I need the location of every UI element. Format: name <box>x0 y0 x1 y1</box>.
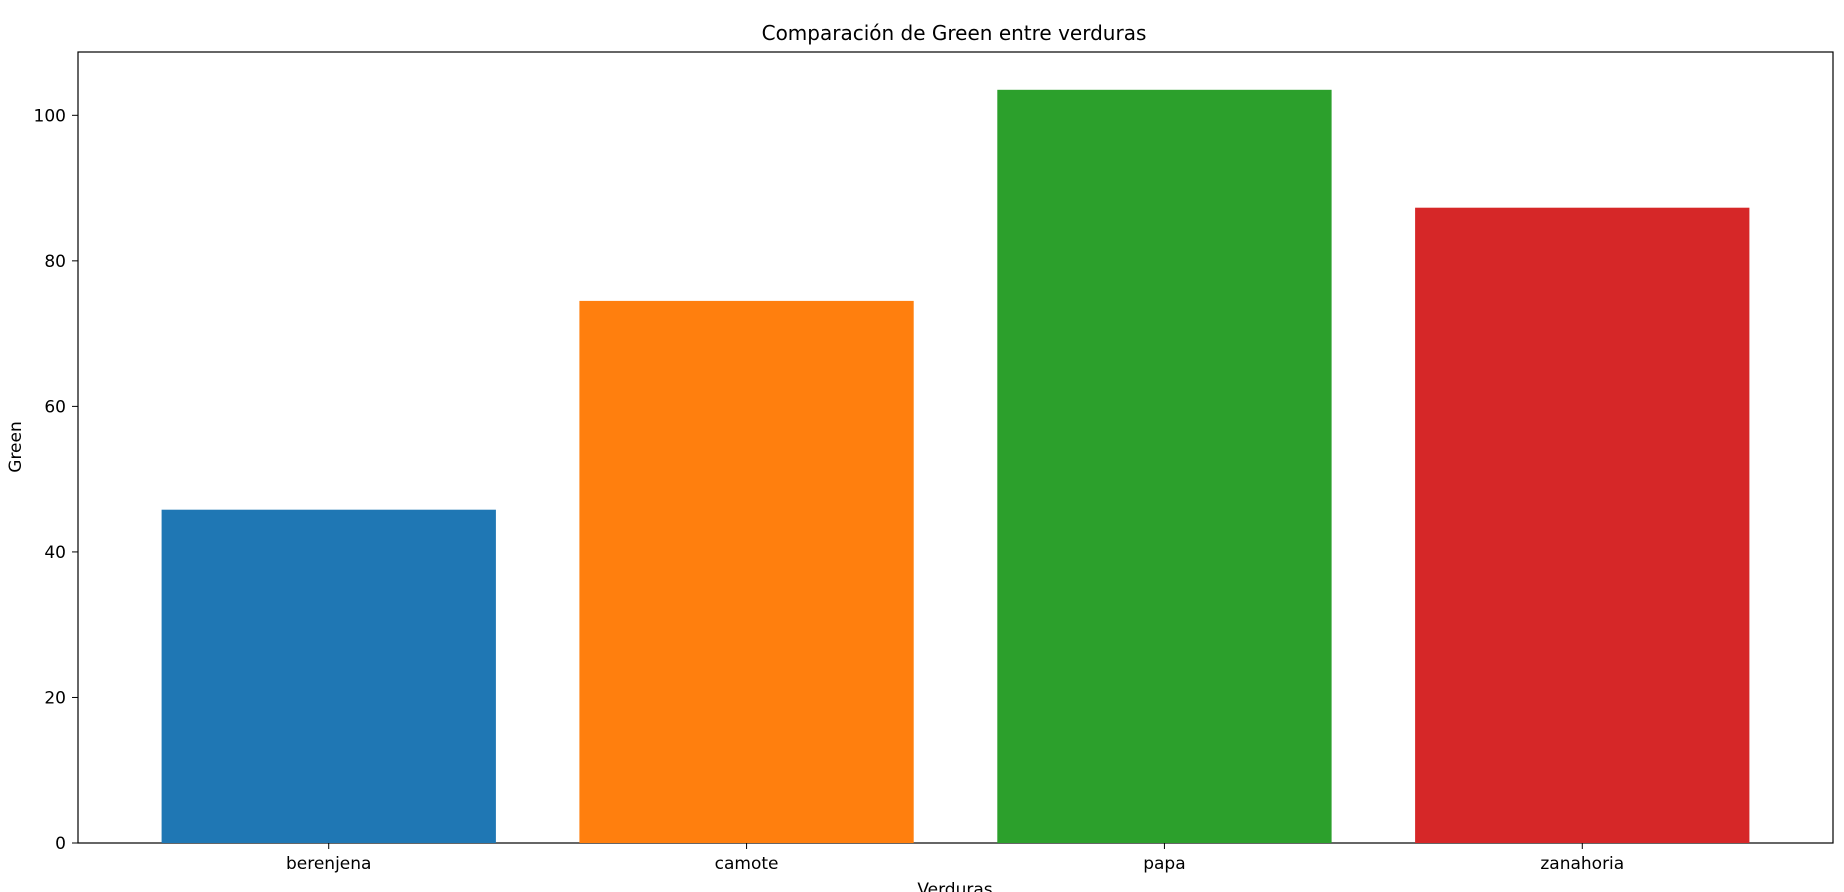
y-tick-label: 80 <box>44 252 66 272</box>
bar-berenjena <box>161 509 496 843</box>
x-tick-label: camote <box>715 854 779 874</box>
x-tick-label: zanahoria <box>1540 854 1624 874</box>
x-tick-label: berenjena <box>286 854 371 874</box>
x-axis-label: Verduras <box>917 880 992 892</box>
plot-area-frame <box>77 51 1834 844</box>
bar-camote <box>579 300 914 843</box>
y-tick-label: 40 <box>44 543 66 563</box>
bars-layer <box>161 89 1750 844</box>
bar-zanahoria <box>1415 207 1750 843</box>
x-axis-ticks: berenjena camote papa zanahoria <box>286 843 1624 874</box>
y-axis-ticks: 0 20 40 60 80 100 <box>34 106 78 854</box>
chart-title: Comparación de Green entre verduras <box>762 21 1147 45</box>
y-tick-label: 100 <box>34 106 66 126</box>
y-tick-label: 20 <box>44 688 66 708</box>
bar-papa <box>997 89 1332 844</box>
y-tick-label: 60 <box>44 397 66 417</box>
x-tick-label: papa <box>1143 854 1185 874</box>
y-axis-label: Green <box>6 421 26 472</box>
y-tick-label: 0 <box>55 834 66 854</box>
